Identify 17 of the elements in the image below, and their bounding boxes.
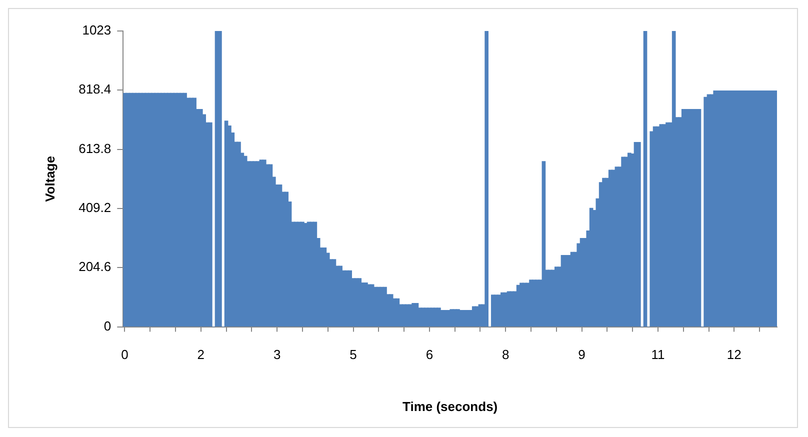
x-tick-label: 6 [426,347,434,362]
y-tick-label: 0 [104,318,112,334]
x-tick-label: 0 [121,347,128,362]
y-tick-label: 409.2 [78,200,112,216]
x-tick-label: 8 [502,347,510,362]
x-tick-label: 11 [651,347,665,362]
y-tick-label: 818.4 [78,82,112,97]
x-tick-label: 2 [197,347,205,362]
y-tick-label: 1023 [82,22,112,38]
x-tick-label: 3 [273,347,281,362]
y-tick-label: 204.6 [78,259,112,274]
x-tick-label: 12 [726,347,742,362]
x-tick-label: 5 [350,347,357,362]
y-tick-label: 613.8 [78,140,112,156]
x-tick-label: 9 [578,347,586,362]
x-axis-title: Time (seconds) [402,398,498,414]
y-axis-title: Voltage [42,156,58,202]
